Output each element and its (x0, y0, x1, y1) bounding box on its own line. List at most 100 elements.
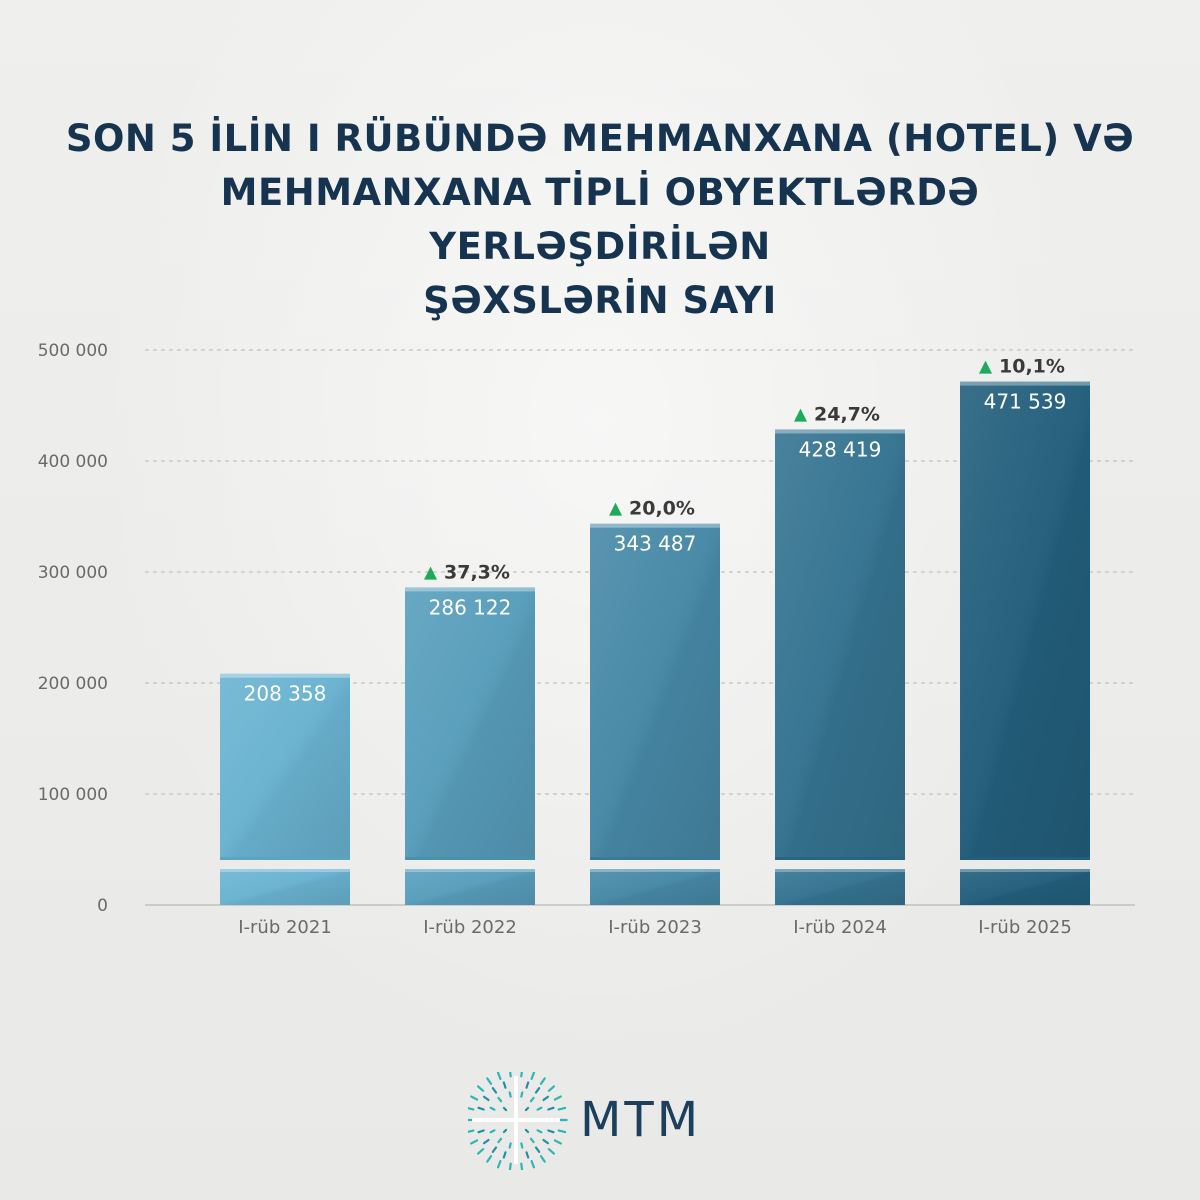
y-tick-label: 0 (97, 896, 108, 916)
growth-label: ▲ 37,3% (424, 561, 510, 583)
logo-dash (465, 1129, 475, 1134)
logo-dash (524, 1106, 530, 1112)
logo-dash (508, 1068, 512, 1078)
logo-dash (553, 1095, 562, 1101)
logo-dash (553, 1139, 562, 1145)
growth-label: ▲ 20,0% (609, 498, 695, 520)
bar-shine (960, 381, 1090, 860)
y-axis-tick-labels: 0 100 000 200 000 300 000 400 000 500 000 (38, 341, 108, 916)
growth-percent: 37,3% (444, 561, 510, 583)
mtm-logo: MTM (464, 1068, 738, 1172)
logo-dash (536, 1129, 543, 1134)
logo-dash (520, 1091, 524, 1098)
x-tick-label: I-rüb 2022 (423, 917, 517, 938)
logo-dash (486, 1155, 493, 1163)
logo-dash (483, 1095, 490, 1102)
title-line-2: MEHMANXANA TİPLİ OBYEKTLƏRDƏ YERLƏŞDİRİL… (220, 171, 980, 268)
bar-shine (590, 523, 720, 860)
logo-dash (496, 1071, 502, 1080)
bar-shine (405, 869, 535, 905)
logo-dash (534, 1087, 541, 1094)
logo-dash (539, 1077, 546, 1085)
logo-dash (486, 1077, 493, 1085)
mtm-logo-icon (464, 1068, 568, 1172)
logo-dash (534, 1146, 541, 1153)
bar-value-label: 471 539 (984, 390, 1067, 414)
up-arrow-icon: ▲ (794, 404, 808, 424)
logo-dash (547, 1106, 555, 1111)
logo-dash (477, 1148, 485, 1155)
up-arrow-icon: ▲ (979, 357, 993, 377)
logo-dash (497, 1096, 503, 1103)
logo-dash (557, 1106, 567, 1111)
growth-percent: 10,1% (999, 356, 1065, 378)
y-tick-label: 400 000 (38, 452, 108, 472)
x-axis-tick-labels: I-rüb 2021 I-rüb 2022 I-rüb 2023 I-rüb 2024… (238, 917, 1072, 938)
bar-value-label: 343 487 (614, 532, 697, 556)
logo-dash (530, 1160, 536, 1169)
logo-dash (525, 1081, 530, 1089)
bar-bottom-edge (960, 857, 1090, 860)
bar-break-edge (590, 869, 720, 872)
bar-labels: 208 358 286 122 ▲ 37,3% 343 487 ▲ 20,0% 428 419… (244, 356, 1067, 706)
logo-dash (529, 1096, 535, 1103)
logo-dash (524, 1128, 530, 1134)
bar-value-label: 428 419 (799, 437, 882, 461)
logo-dash (477, 1129, 485, 1134)
logo-dash (520, 1162, 524, 1172)
bar-bottom-edge (220, 857, 350, 860)
bar-shine (775, 869, 905, 905)
logo-dash (465, 1106, 475, 1111)
logo-dash (530, 1071, 536, 1080)
growth-percent: 20,0% (629, 498, 695, 520)
growth-percent: 24,7% (814, 403, 880, 425)
bar-shine (220, 673, 350, 860)
bars (220, 381, 1090, 905)
x-tick-label: I-rüb 2024 (793, 917, 887, 938)
up-arrow-icon: ▲ (609, 499, 623, 519)
logo-dash (508, 1091, 512, 1098)
bar (220, 673, 350, 905)
title-line-3: ŞƏXSLƏRİN SAYI (423, 279, 777, 322)
x-tick-label: I-rüb 2025 (978, 917, 1072, 938)
bar-bottom-edge (775, 857, 905, 860)
growth-label: ▲ 10,1% (979, 356, 1065, 378)
up-arrow-icon: ▲ (424, 562, 438, 582)
logo-dash (508, 1142, 512, 1149)
logo-dash (520, 1068, 524, 1078)
bar-value-label: 286 122 (429, 595, 512, 619)
bar (775, 429, 905, 905)
growth-label: ▲ 24,7% (794, 403, 880, 425)
bar-shine (775, 429, 905, 860)
x-tick-label: I-rüb 2023 (608, 917, 702, 938)
y-tick-label: 100 000 (38, 785, 108, 805)
bar-shine (590, 869, 720, 905)
logo-dash (547, 1148, 555, 1155)
logo-dash (502, 1081, 507, 1089)
bar-bottom-edge (590, 857, 720, 860)
logo-dash (508, 1162, 512, 1172)
bar-break-edge (960, 869, 1090, 872)
y-tick-label: 200 000 (38, 674, 108, 694)
logo-dash (502, 1128, 508, 1134)
logo-dash (525, 1151, 530, 1159)
bar-break-edge (775, 869, 905, 872)
bar-break-edge (405, 869, 535, 872)
logo-dash (491, 1146, 498, 1153)
bar-shine (405, 587, 535, 860)
logo-dash (470, 1095, 479, 1101)
bar-top-edge (775, 429, 905, 434)
logo-dash (477, 1085, 485, 1092)
bar-top-edge (960, 381, 1090, 386)
logo-dash (489, 1106, 496, 1111)
bar-value-label: 208 358 (244, 682, 327, 706)
y-tick-label: 500 000 (38, 341, 108, 361)
logo-dash (483, 1138, 490, 1145)
title-line-1: SON 5 İLİN I RÜBÜNDƏ MEHMANXANA (HOTEL) … (65, 117, 1135, 160)
logo-dash (547, 1085, 555, 1092)
logo-dash (477, 1106, 485, 1111)
bar-shine (220, 869, 350, 905)
y-tick-label: 300 000 (38, 563, 108, 583)
logo-dash (539, 1155, 546, 1163)
